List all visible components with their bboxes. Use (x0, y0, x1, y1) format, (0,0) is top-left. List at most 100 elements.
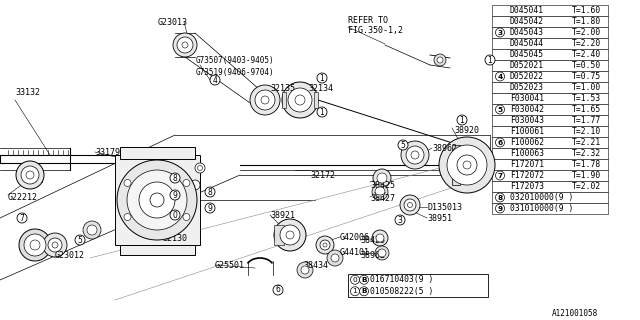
Text: T=2.20: T=2.20 (572, 39, 601, 48)
Circle shape (408, 203, 413, 207)
Text: 38951: 38951 (427, 213, 452, 222)
Text: T=1.90: T=1.90 (572, 171, 601, 180)
Circle shape (495, 72, 504, 81)
Text: T=1.65: T=1.65 (572, 105, 601, 114)
Circle shape (280, 225, 300, 245)
Text: 32130: 32130 (162, 234, 187, 243)
Circle shape (255, 90, 275, 110)
Bar (492, 115, 608, 126)
Text: 3: 3 (397, 215, 403, 225)
Circle shape (360, 275, 369, 284)
Circle shape (282, 82, 318, 118)
Bar (492, 181, 608, 192)
Circle shape (48, 238, 62, 252)
Circle shape (75, 235, 85, 245)
Text: D052023: D052023 (510, 83, 544, 92)
Circle shape (250, 85, 280, 115)
Circle shape (26, 171, 34, 179)
Text: T=2.40: T=2.40 (572, 50, 601, 59)
Text: 32135: 32135 (270, 84, 295, 92)
Text: 9: 9 (497, 205, 502, 212)
Bar (492, 5, 608, 16)
Bar (492, 71, 608, 82)
Circle shape (495, 204, 504, 213)
Circle shape (457, 115, 467, 125)
Bar (492, 16, 608, 27)
Text: REFER TO: REFER TO (348, 15, 388, 25)
Text: D045045: D045045 (510, 50, 544, 59)
Text: D045043: D045043 (510, 28, 544, 37)
Text: T=2.02: T=2.02 (572, 182, 601, 191)
Text: T=1.00: T=1.00 (572, 83, 601, 92)
Bar (492, 137, 608, 148)
Circle shape (495, 105, 504, 114)
Text: 38425: 38425 (370, 180, 395, 189)
Text: D135013: D135013 (427, 203, 462, 212)
Circle shape (170, 210, 180, 220)
Circle shape (83, 221, 101, 239)
Circle shape (177, 37, 193, 53)
Text: 7: 7 (20, 213, 24, 222)
Circle shape (43, 233, 67, 257)
Text: G44101: G44101 (340, 247, 370, 257)
Circle shape (170, 173, 180, 183)
Circle shape (457, 155, 477, 175)
Text: 38962: 38962 (432, 143, 457, 153)
Circle shape (375, 187, 385, 197)
Circle shape (377, 173, 387, 183)
Circle shape (210, 75, 220, 85)
Bar (492, 104, 608, 115)
Circle shape (205, 187, 215, 197)
Bar (492, 148, 608, 159)
Bar (492, 38, 608, 49)
Bar (314, 92, 318, 108)
Text: G42006: G42006 (340, 233, 370, 242)
Circle shape (327, 250, 343, 266)
Circle shape (406, 146, 424, 164)
Text: G22212: G22212 (8, 193, 38, 202)
Bar (282, 92, 286, 108)
Text: F172073: F172073 (510, 182, 544, 191)
Text: 38425: 38425 (360, 236, 385, 244)
Circle shape (87, 225, 97, 235)
Text: 5: 5 (77, 236, 83, 244)
Text: T=1.77: T=1.77 (572, 116, 601, 125)
Text: F100062: F100062 (510, 138, 544, 147)
Text: G25501: G25501 (215, 260, 245, 269)
Circle shape (182, 42, 188, 48)
Circle shape (372, 230, 388, 246)
Text: F172071: F172071 (510, 160, 544, 169)
Circle shape (124, 180, 131, 187)
Text: G23012: G23012 (55, 252, 85, 260)
Bar (492, 170, 608, 181)
Circle shape (495, 193, 504, 202)
Circle shape (117, 160, 197, 240)
Text: 9: 9 (173, 190, 177, 199)
Bar (120, 245, 195, 255)
Text: F030043: F030043 (510, 116, 544, 125)
Text: 38434: 38434 (303, 260, 328, 269)
Circle shape (170, 190, 180, 200)
Circle shape (411, 151, 419, 159)
Text: 38427: 38427 (370, 194, 395, 203)
Circle shape (437, 57, 443, 63)
Circle shape (273, 285, 283, 295)
Text: 38962: 38962 (360, 251, 385, 260)
Bar (492, 192, 608, 203)
Text: 0: 0 (353, 277, 357, 283)
Text: 33179: 33179 (95, 148, 120, 156)
Text: G73507(9403-9405): G73507(9403-9405) (196, 55, 275, 65)
Text: 0: 0 (173, 211, 177, 220)
Text: A121001058: A121001058 (552, 308, 598, 317)
Text: 32172: 32172 (310, 171, 335, 180)
Circle shape (173, 33, 197, 57)
Bar (492, 159, 608, 170)
Text: 1: 1 (460, 116, 465, 124)
Text: T=0.75: T=0.75 (572, 72, 601, 81)
Text: D052022: D052022 (510, 72, 544, 81)
Circle shape (124, 213, 131, 220)
Text: G23013: G23013 (158, 18, 188, 27)
Circle shape (316, 236, 334, 254)
Circle shape (395, 215, 405, 225)
Circle shape (495, 171, 504, 180)
